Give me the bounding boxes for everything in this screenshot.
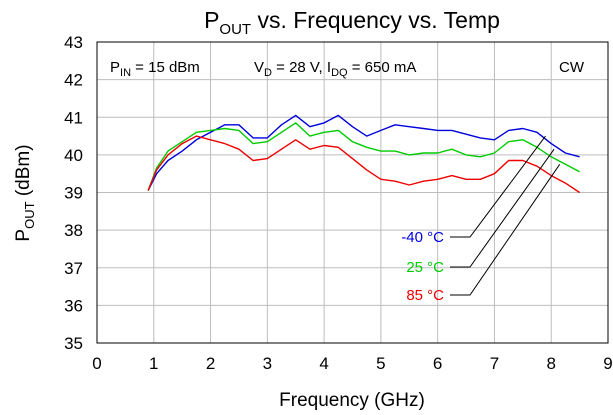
series-line-2 <box>147 122 580 191</box>
series-layer <box>147 114 580 194</box>
vd-idq-annotation: VD = 28 V, IDQ = 650 mA <box>254 59 416 79</box>
x-tick-label: 4 <box>319 354 328 373</box>
x-tick-label: 8 <box>546 354 555 373</box>
y-tick-label: 36 <box>64 296 83 315</box>
x-axis-title: Frequency (GHz) <box>279 390 425 411</box>
legend-leader-1 <box>450 135 546 238</box>
legend-leader-3 <box>450 164 561 296</box>
legend-label-3: 85 °C <box>406 287 444 304</box>
x-tick-label: 0 <box>92 354 101 373</box>
x-tick-label: 2 <box>206 354 215 373</box>
y-tick-label: 42 <box>64 71 83 90</box>
x-tick-label: 9 <box>603 354 612 373</box>
y-tick-label: 37 <box>64 259 83 278</box>
legend-leader-2 <box>450 148 555 268</box>
y-tick-label: 35 <box>64 334 83 353</box>
series-line-1 <box>147 114 580 191</box>
series-line-3 <box>147 135 580 194</box>
legend: -40 °C 25 °C 85 °C <box>401 135 561 304</box>
legend-label-2: 25 °C <box>406 259 444 276</box>
x-tick-labels: 0 1 2 3 4 5 6 7 8 9 <box>92 354 612 373</box>
y-axis-title: POUT (dBm) <box>13 144 37 241</box>
x-tick-label: 6 <box>433 354 442 373</box>
y-tick-label: 40 <box>64 146 83 165</box>
y-tick-label: 39 <box>64 184 83 203</box>
chart-title: POUT vs. Frequency vs. Temp <box>204 7 500 38</box>
x-tick-label: 7 <box>490 354 499 373</box>
mode-annotation: CW <box>559 59 585 76</box>
y-tick-label: 43 <box>64 33 83 52</box>
x-tick-label: 5 <box>376 354 385 373</box>
plot-frame <box>96 41 609 344</box>
grid-layer <box>97 42 608 343</box>
x-tick-label: 1 <box>149 354 158 373</box>
y-tick-label: 38 <box>64 221 83 240</box>
x-tick-label: 3 <box>263 354 272 373</box>
pin-annotation: PIN = 15 dBm <box>110 59 200 79</box>
legend-label-1: -40 °C <box>401 229 444 246</box>
y-tick-labels: 35 36 37 38 39 40 41 42 43 <box>64 33 83 353</box>
y-tick-label: 41 <box>64 108 83 127</box>
